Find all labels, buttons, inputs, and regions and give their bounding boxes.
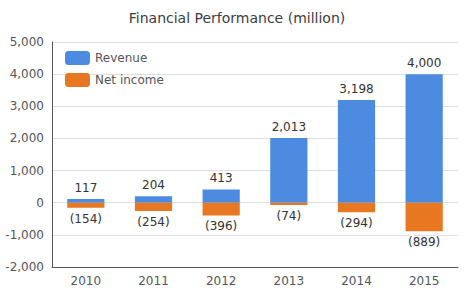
svg-text:(254): (254): [137, 215, 169, 229]
svg-text:(396): (396): [205, 219, 237, 233]
svg-text:0: 0: [36, 196, 44, 210]
svg-text:2010: 2010: [71, 274, 102, 288]
svg-text:5,000: 5,000: [10, 35, 44, 49]
svg-text:(294): (294): [340, 216, 372, 230]
svg-text:2011: 2011: [138, 274, 169, 288]
svg-text:117: 117: [74, 181, 97, 195]
svg-text:2013: 2013: [274, 274, 305, 288]
svg-text:413: 413: [210, 171, 233, 185]
svg-text:204: 204: [142, 178, 165, 192]
svg-text:2012: 2012: [206, 274, 237, 288]
svg-text:2014: 2014: [341, 274, 372, 288]
svg-text:2,013: 2,013: [272, 120, 306, 134]
svg-text:Revenue: Revenue: [95, 51, 147, 65]
svg-text:Financial Performance (million: Financial Performance (million): [129, 10, 345, 26]
svg-text:3,000: 3,000: [10, 99, 44, 113]
svg-text:Net income: Net income: [95, 73, 164, 87]
svg-text:-1,000: -1,000: [5, 228, 44, 242]
svg-text:2015: 2015: [409, 274, 440, 288]
svg-text:2,000: 2,000: [10, 131, 44, 145]
svg-text:1,000: 1,000: [10, 164, 44, 178]
svg-text:4,000: 4,000: [10, 67, 44, 81]
svg-text:(889): (889): [408, 235, 440, 249]
svg-text:-2,000: -2,000: [5, 260, 44, 274]
svg-text:(154): (154): [70, 212, 102, 226]
svg-text:3,198: 3,198: [339, 82, 373, 96]
svg-text:4,000: 4,000: [407, 56, 441, 70]
svg-text:(74): (74): [277, 209, 302, 223]
